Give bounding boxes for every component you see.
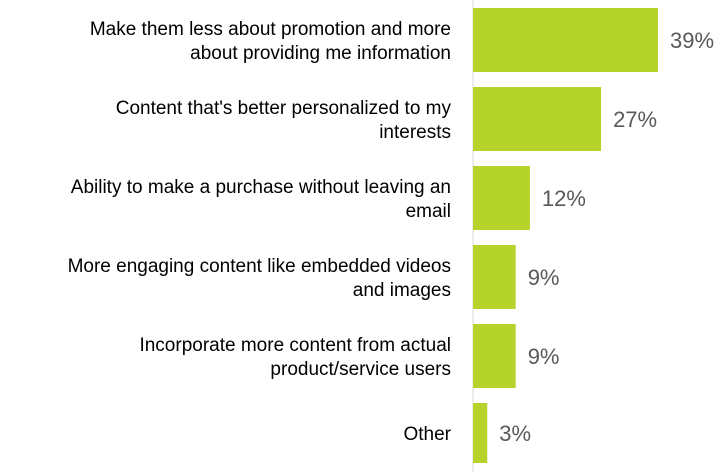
category-label-1: Make them less about promotion and more a… [90,19,451,64]
category-label-line: and images [353,280,451,301]
bar-1 [473,8,658,72]
category-label-6: Other [403,424,451,445]
category-label-line: Content that's better personalized to my [116,98,452,119]
bars-layer: 39% Make them less about promotion and mo… [68,8,714,463]
category-label-line: Other [403,424,451,445]
value-label-6: 3% [499,421,531,446]
bar-5 [473,324,516,388]
value-label-2: 27% [613,107,657,132]
bar-6 [473,403,488,463]
value-label-5: 9% [528,344,560,369]
bar-3 [473,166,530,230]
category-label-line: email [406,201,451,222]
category-label-5: Incorporate more content from actual prod… [139,335,451,380]
category-label-2: Content that's better personalized to my… [116,98,452,143]
category-label-line: interests [379,122,451,143]
category-label-line: More engaging content like embedded vide… [68,256,451,277]
category-label-line: Incorporate more content from actual [139,335,451,356]
category-label-line: about providing me information [190,43,451,64]
category-label-line: Ability to make a purchase without leavi… [71,177,451,198]
category-label-line: product/service users [270,359,451,380]
category-label-3: Ability to make a purchase without leavi… [71,177,451,222]
value-label-3: 12% [542,186,586,211]
value-label-4: 9% [528,265,560,290]
bar-2 [473,87,602,151]
category-label-line: Make them less about promotion and more [90,19,451,40]
bar-4 [473,245,516,309]
value-label-1: 39% [670,28,714,53]
category-label-4: More engaging content like embedded vide… [68,256,451,301]
